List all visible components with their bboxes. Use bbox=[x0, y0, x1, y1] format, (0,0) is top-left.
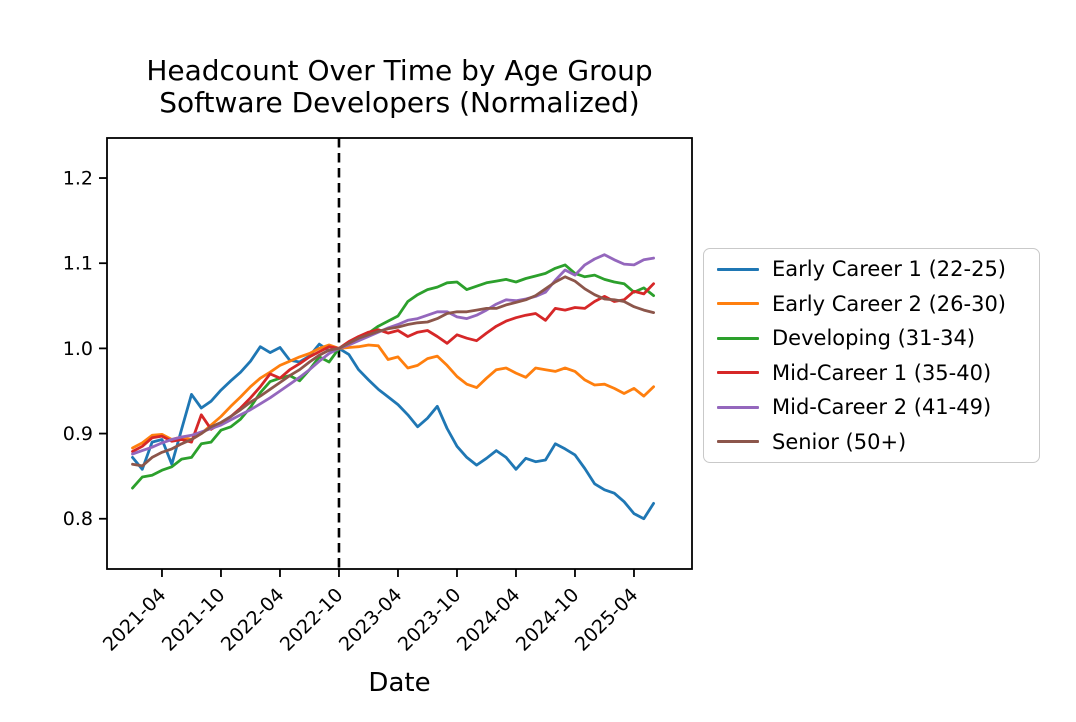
legend-label: Developing (31-34) bbox=[772, 326, 976, 351]
legend-item: Early Career 1 (22-25) bbox=[704, 252, 1039, 287]
series-line-senior-50 bbox=[131, 275, 655, 468]
x-tick-label: 2023-04 bbox=[335, 584, 407, 656]
legend-label: Early Career 2 (26-30) bbox=[772, 291, 1007, 316]
chart-title-line1: Headcount Over Time by Age Group bbox=[146, 54, 653, 87]
legend-swatch-line bbox=[717, 267, 759, 271]
x-tick-label: 2024-10 bbox=[512, 584, 584, 656]
series-line-mid-career-2-41-49 bbox=[131, 253, 655, 456]
legend-swatch-line bbox=[717, 405, 759, 409]
series-line-developing-31-34 bbox=[131, 263, 655, 490]
legend-swatch-line bbox=[717, 336, 759, 340]
legend-label: Mid-Career 1 (35-40) bbox=[772, 360, 992, 385]
y-tick-label: 1.2 bbox=[63, 168, 93, 190]
axes-frame bbox=[106, 137, 693, 570]
x-tick-label: 2024-04 bbox=[453, 584, 525, 656]
legend-swatch-line bbox=[717, 440, 759, 444]
legend-label: Early Career 1 (22-25) bbox=[772, 257, 1007, 282]
series-line-early-career-2-26-30 bbox=[131, 343, 655, 450]
x-tick-label: 2022-04 bbox=[217, 584, 289, 656]
legend-item: Mid-Career 2 (41-49) bbox=[704, 390, 1039, 425]
x-tick-label: 2021-04 bbox=[99, 584, 171, 656]
x-axis-label: Date bbox=[368, 668, 431, 698]
legend-item: Senior (50+) bbox=[704, 425, 1039, 460]
y-tick-label: 1.0 bbox=[63, 338, 93, 360]
legend: Early Career 1 (22-25) Early Career 2 (26… bbox=[703, 248, 1040, 463]
legend-item: Developing (31-34) bbox=[704, 321, 1039, 356]
chart-title-line2: Software Developers (Normalized) bbox=[159, 86, 640, 119]
x-tick-label: 2025-04 bbox=[571, 584, 643, 656]
legend-label: Senior (50+) bbox=[772, 429, 907, 454]
legend-item: Early Career 2 (26-30) bbox=[704, 287, 1039, 322]
y-tick-label: 1.1 bbox=[63, 253, 93, 275]
legend-item: Mid-Career 1 (35-40) bbox=[704, 356, 1039, 391]
x-tick-label: 2021-10 bbox=[158, 584, 230, 656]
series-line-early-career-1-22-25 bbox=[131, 342, 655, 521]
x-tick-label: 2022-10 bbox=[276, 584, 348, 656]
x-tick-label: 2023-10 bbox=[394, 584, 466, 656]
legend-label: Mid-Career 2 (41-49) bbox=[772, 395, 992, 420]
y-tick-label: 0.9 bbox=[63, 423, 93, 445]
legend-swatch-line bbox=[717, 302, 759, 306]
legend-swatch-line bbox=[717, 371, 759, 375]
y-tick-label: 0.8 bbox=[63, 508, 93, 530]
